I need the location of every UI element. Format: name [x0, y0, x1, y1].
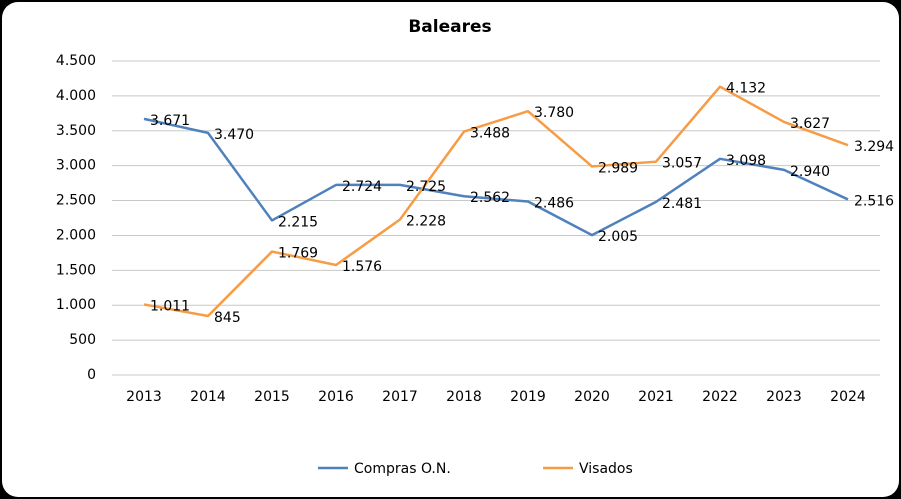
data-label: 3.294 — [854, 139, 894, 155]
chart-title: Baleares — [408, 17, 491, 37]
y-tick-label: 0 — [87, 367, 96, 383]
y-tick-label: 500 — [69, 332, 96, 348]
data-label: 3.627 — [790, 116, 830, 132]
data-label: 845 — [214, 310, 241, 326]
y-tick-label: 4.500 — [56, 53, 96, 69]
data-label: 3.780 — [534, 105, 574, 121]
x-tick-label: 2021 — [638, 389, 674, 405]
y-tick-label: 2.500 — [56, 193, 96, 209]
x-tick-label: 2016 — [318, 389, 354, 405]
data-label: 2.215 — [278, 214, 318, 230]
data-label: 2.005 — [598, 229, 638, 245]
data-label: 2.940 — [790, 164, 830, 180]
data-label: 3.671 — [150, 113, 190, 129]
y-tick-label: 3.500 — [56, 123, 96, 139]
x-tick-label: 2017 — [382, 389, 418, 405]
series-line — [143, 85, 849, 318]
legend-label: Visados — [579, 461, 633, 477]
series-line — [143, 117, 849, 237]
x-tick-label: 2020 — [574, 389, 610, 405]
data-label: 2.725 — [406, 179, 446, 195]
data-label: 2.724 — [342, 179, 382, 195]
data-label: 1.769 — [278, 246, 318, 262]
y-tick-label: 1.500 — [56, 262, 96, 278]
x-tick-label: 2018 — [446, 389, 482, 405]
data-label: 1.576 — [342, 259, 382, 275]
data-label: 2.228 — [406, 214, 446, 230]
y-tick-label: 1.000 — [56, 297, 96, 313]
x-tick-label: 2014 — [190, 389, 226, 405]
data-label: 2.486 — [534, 196, 574, 212]
data-label: 2.989 — [598, 160, 638, 176]
y-tick-label: 3.000 — [56, 158, 96, 174]
data-label: 3.098 — [726, 153, 766, 169]
y-tick-label: 2.000 — [56, 227, 96, 243]
data-label: 2.562 — [470, 190, 510, 206]
x-tick-label: 2022 — [702, 389, 738, 405]
x-tick-label: 2015 — [254, 389, 290, 405]
x-tick-label: 2023 — [766, 389, 802, 405]
y-tick-label: 4.000 — [56, 88, 96, 104]
data-label: 4.132 — [726, 81, 766, 97]
data-label: 3.470 — [214, 127, 254, 143]
data-label: 1.011 — [150, 298, 190, 314]
legend-label: Compras O.N. — [354, 461, 451, 477]
x-tick-label: 2019 — [510, 389, 546, 405]
x-tick-label: 2013 — [126, 389, 162, 405]
x-tick-label: 2024 — [830, 389, 866, 405]
data-label: 3.488 — [470, 126, 510, 142]
data-label: 3.057 — [662, 156, 702, 172]
data-label: 2.516 — [854, 193, 894, 209]
data-label: 2.481 — [662, 196, 702, 212]
